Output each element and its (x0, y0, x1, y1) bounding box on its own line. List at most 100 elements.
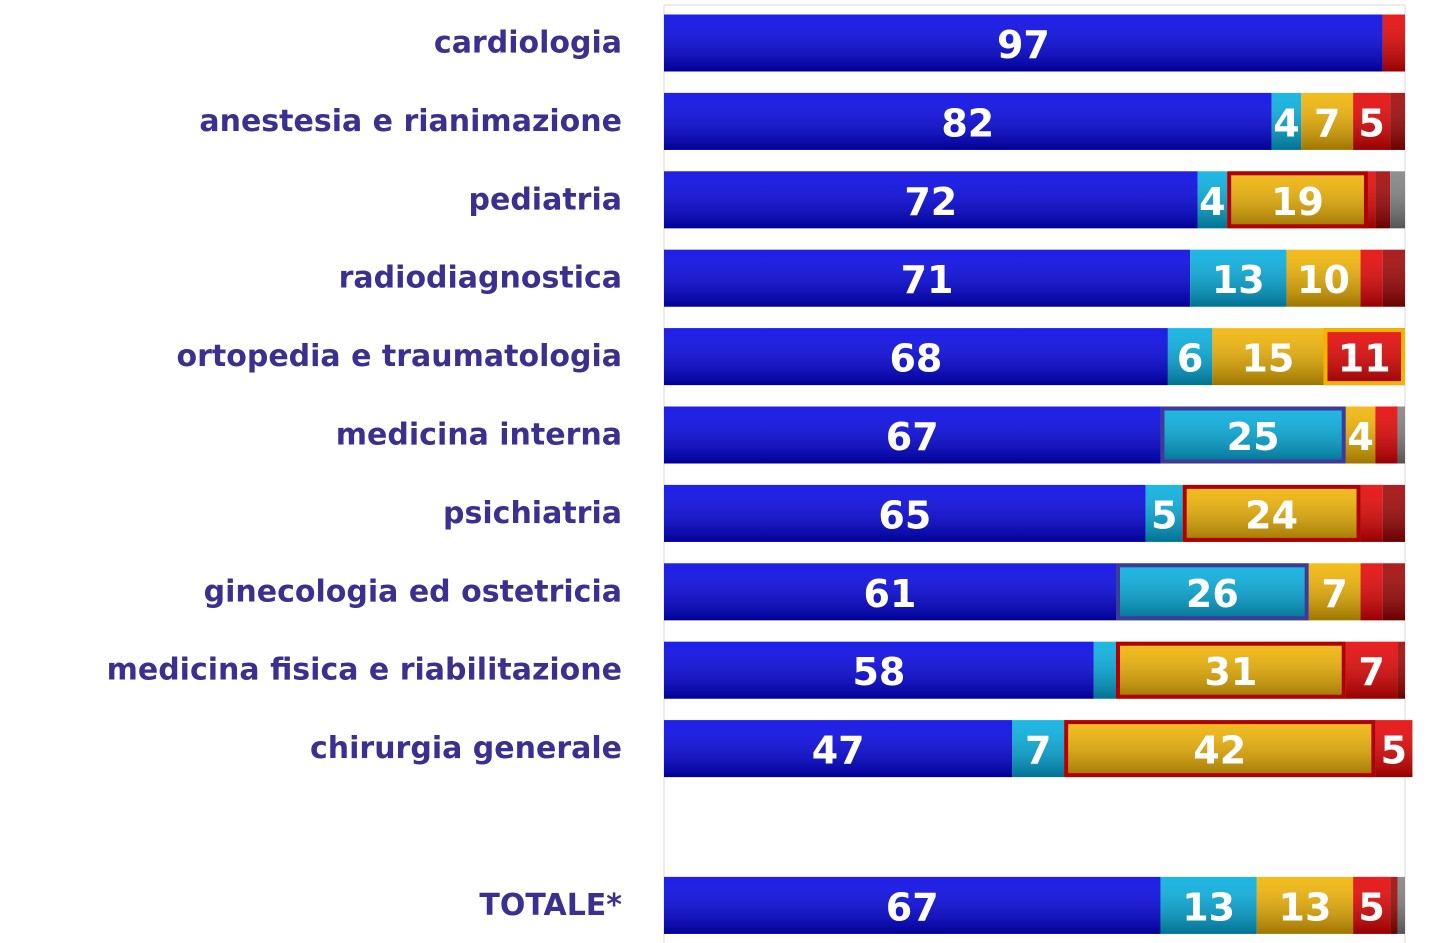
bar-shade (1397, 641, 1405, 699)
highlight-box (1182, 484, 1361, 542)
bar-shade (1286, 249, 1361, 307)
value-label: 67 (886, 415, 939, 459)
highlight-box (1064, 720, 1376, 778)
highlight-box (1116, 563, 1309, 621)
bar-shade (664, 328, 1168, 386)
bar-shade (1353, 92, 1391, 150)
value-label: 68 (889, 337, 942, 381)
value-label: 24 (1245, 493, 1298, 537)
bar-shade (1390, 171, 1405, 229)
value-label: 13 (1182, 885, 1235, 929)
category-label: radiodiagnostica (339, 261, 622, 296)
value-label: 11 (1338, 337, 1391, 381)
value-label: 25 (1227, 415, 1280, 459)
value-label: 5 (1358, 885, 1384, 929)
value-label: 72 (904, 180, 957, 224)
value-label: 6 (1177, 337, 1203, 381)
category-label: cardiologia (434, 26, 622, 61)
value-label: 65 (878, 493, 931, 537)
value-label: 19 (1271, 180, 1324, 224)
bar-shade (1182, 484, 1361, 542)
bar-shade (664, 563, 1117, 621)
value-label: 5 (1381, 729, 1407, 773)
bar-shade (1012, 720, 1065, 778)
value-label: 67 (886, 885, 939, 929)
bar-shade (1116, 641, 1346, 699)
bar-shade (664, 641, 1094, 699)
bar-shade (664, 406, 1161, 464)
bar-shade (1382, 249, 1405, 307)
bar-shade (1160, 406, 1346, 464)
category-label: anestesia e rianimazione (199, 104, 622, 139)
value-label: 7 (1321, 572, 1347, 616)
bar-shade (1397, 406, 1405, 464)
bar-shade (1197, 171, 1228, 229)
bar-shade (1375, 406, 1398, 464)
bar-shade (1323, 328, 1405, 386)
value-label: 7 (1358, 650, 1384, 694)
bar-shade (1256, 876, 1354, 934)
bar-shade (664, 92, 1272, 150)
bar-shade (1353, 876, 1391, 934)
bar-shade (1397, 876, 1405, 934)
bar-shade (1271, 92, 1302, 150)
category-label: medicina interna (336, 418, 622, 453)
value-label: 58 (852, 650, 905, 694)
bar-shade (1167, 328, 1213, 386)
highlight-box (1323, 328, 1405, 386)
bar-shade (1382, 484, 1405, 542)
bar-shade (1093, 641, 1117, 699)
value-label: 15 (1241, 337, 1294, 381)
bar-shade (1190, 249, 1287, 307)
value-label: 13 (1279, 885, 1332, 929)
category-label: ortopedia e traumatologia (176, 339, 622, 374)
category-label: psichiatria (443, 496, 622, 531)
bar-shade (1390, 92, 1405, 150)
category-label: ginecologia ed ostetricia (204, 574, 622, 609)
bar-shade (1301, 92, 1354, 150)
bar-shade (664, 14, 1383, 72)
value-label: 42 (1193, 729, 1246, 773)
value-label: 4 (1199, 180, 1225, 224)
value-label: 26 (1186, 572, 1239, 616)
bar-shade (1064, 720, 1376, 778)
value-label: 97 (997, 23, 1050, 67)
value-label: 82 (941, 101, 994, 145)
bar-shade (1375, 171, 1391, 229)
value-label: 5 (1358, 101, 1384, 145)
bar-shade (1367, 171, 1376, 229)
bar-shade (1375, 720, 1413, 778)
bar-shade (1345, 641, 1398, 699)
bar-shade (1308, 563, 1361, 621)
value-label: 7 (1025, 729, 1051, 773)
value-label: 47 (812, 729, 865, 773)
value-label: 13 (1212, 258, 1265, 302)
category-label: chirurgia generale (310, 731, 622, 766)
bar-shade (1360, 249, 1383, 307)
value-label: 10 (1297, 258, 1350, 302)
bar-shade (1116, 563, 1309, 621)
bar-shade (1212, 328, 1324, 386)
bar-shade (1382, 14, 1405, 72)
highlight-box (1227, 171, 1368, 229)
category-label: TOTALE* (479, 888, 622, 923)
bar-shade (664, 876, 1161, 934)
bar-shade (1160, 876, 1257, 934)
highlight-box (1160, 406, 1346, 464)
bar-shade (1360, 484, 1383, 542)
bar-shade (664, 484, 1146, 542)
value-label: 4 (1347, 415, 1373, 459)
bar-shade (1382, 563, 1405, 621)
category-label: pediatria (469, 182, 623, 217)
category-label: medicina fisica e riabilitazione (107, 653, 622, 688)
highlight-box (1116, 641, 1346, 699)
bar-shade (1227, 171, 1368, 229)
bar-shade (664, 171, 1198, 229)
value-label: 71 (901, 258, 954, 302)
value-label: 31 (1204, 650, 1257, 694)
bar-shade (1390, 876, 1398, 934)
value-label: 4 (1273, 101, 1299, 145)
value-label: 61 (864, 572, 917, 616)
bar-shade (1360, 563, 1383, 621)
